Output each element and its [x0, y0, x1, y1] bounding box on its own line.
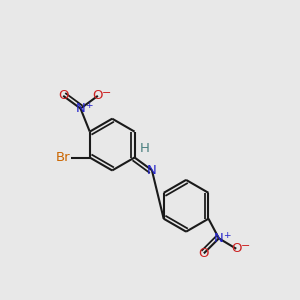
- Text: Br: Br: [56, 151, 71, 164]
- Text: −: −: [240, 242, 250, 251]
- Text: H: H: [140, 142, 150, 155]
- Text: O: O: [58, 89, 68, 102]
- Text: −: −: [102, 88, 111, 98]
- Text: N: N: [147, 164, 157, 177]
- Text: O: O: [231, 242, 242, 255]
- Text: N: N: [214, 232, 224, 245]
- Text: O: O: [93, 89, 103, 102]
- Text: +: +: [85, 101, 93, 110]
- Text: N: N: [76, 102, 85, 115]
- Text: +: +: [224, 231, 231, 240]
- Text: O: O: [199, 247, 209, 260]
